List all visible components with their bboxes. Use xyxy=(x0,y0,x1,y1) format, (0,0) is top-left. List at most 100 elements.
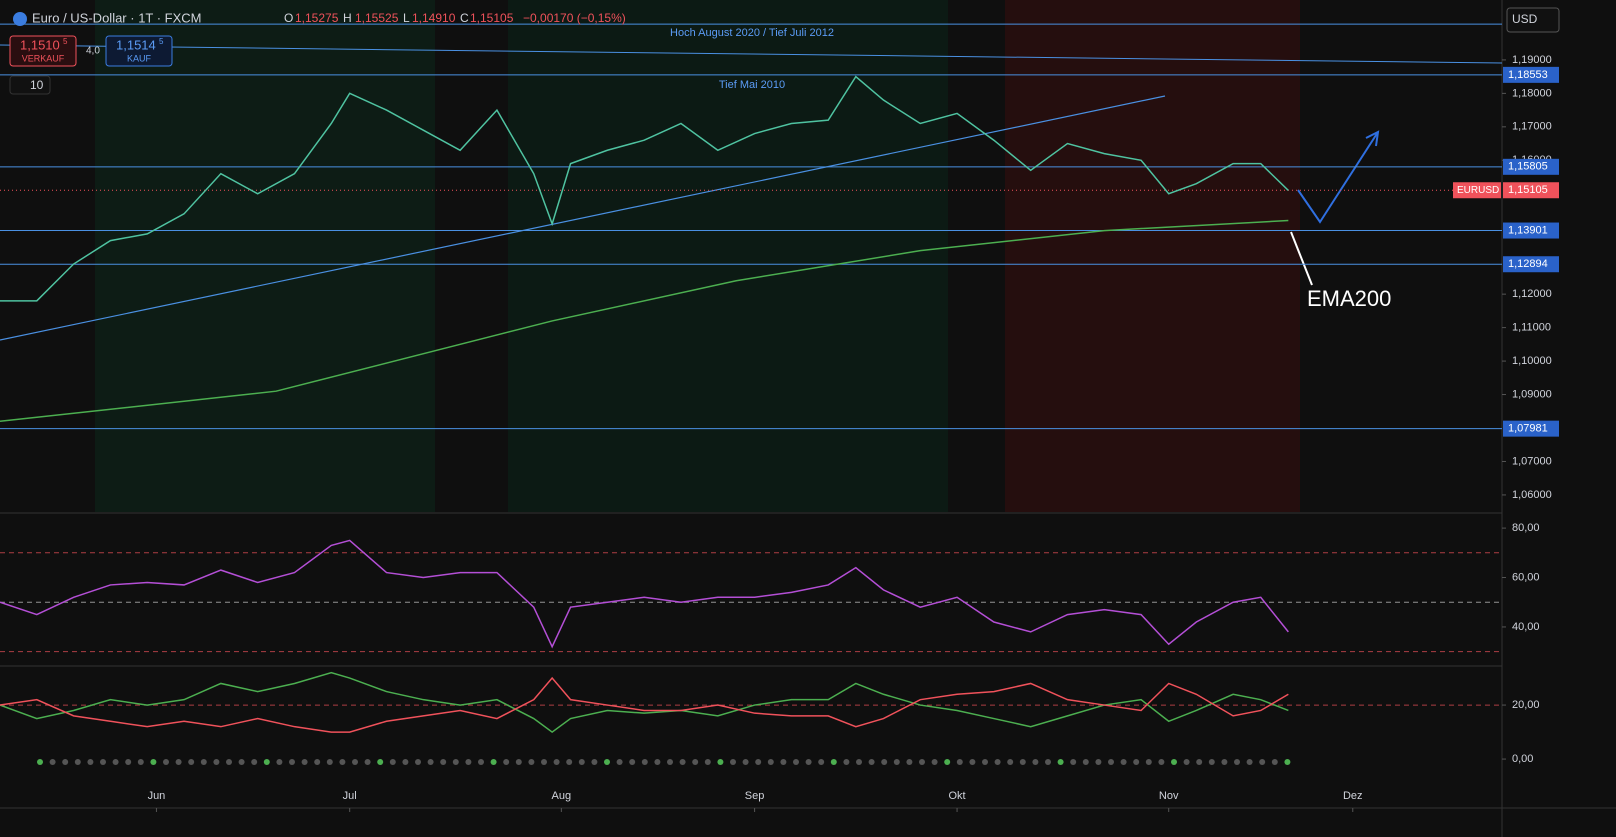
signal-dot xyxy=(49,759,56,765)
y-tick-label: 80,00 xyxy=(1512,522,1540,534)
signal-dot xyxy=(805,759,812,765)
signal-zone xyxy=(508,0,948,512)
spread: 4,0 xyxy=(86,46,100,57)
series-line xyxy=(0,671,1289,734)
signal-dot xyxy=(893,759,900,765)
signal-dot xyxy=(730,759,736,765)
signal-dot xyxy=(868,759,875,765)
annotation: EMA200 xyxy=(1307,286,1391,311)
buy-price-sup[interactable]: 5 xyxy=(159,37,164,46)
sell-price-sup[interactable]: 5 xyxy=(63,37,68,46)
signal-dot xyxy=(1158,759,1165,765)
indicator-toggle[interactable] xyxy=(9,75,51,95)
signal-dot xyxy=(87,759,94,765)
projection-arrow xyxy=(1297,131,1379,224)
signal-dot xyxy=(591,759,598,765)
ohlc-label: L xyxy=(403,11,410,25)
currency[interactable]: USD xyxy=(1512,12,1538,26)
signal-dot xyxy=(326,759,333,765)
signal-dot xyxy=(515,759,522,765)
x-tick-label: Dez xyxy=(1343,790,1363,802)
y-tick-label: 1,06000 xyxy=(1512,489,1552,501)
symbol-title[interactable]: Euro / US-Dollar · 1T · FXCM xyxy=(32,10,202,25)
signal-dot xyxy=(314,759,321,765)
y-tick-label: 1,12000 xyxy=(1512,288,1552,300)
y-tick-label: 0,00 xyxy=(1512,753,1533,765)
y-tick-label: 60,00 xyxy=(1512,571,1540,583)
buy-label[interactable]: KAUF xyxy=(127,53,152,63)
signal-dot xyxy=(1108,759,1114,765)
signal-dot xyxy=(1045,759,1051,765)
arrow-head xyxy=(1365,130,1380,147)
sell-label[interactable]: VERKAUF xyxy=(22,53,65,63)
price-tag xyxy=(1503,256,1559,273)
signal-dot xyxy=(112,759,119,765)
signal-dot xyxy=(1284,759,1291,765)
signal-dot xyxy=(604,759,610,765)
signal-dot xyxy=(541,759,547,765)
signal-dot xyxy=(1259,759,1266,765)
signal-dot xyxy=(944,759,951,765)
price-tag xyxy=(1503,222,1559,239)
signal-dot xyxy=(188,759,195,765)
signal-dot xyxy=(1183,759,1190,765)
signal-dot xyxy=(213,759,220,765)
signal-dot xyxy=(553,759,560,765)
signal-dot xyxy=(440,759,447,765)
symbol-icon[interactable] xyxy=(13,12,27,26)
signal-dot xyxy=(641,759,648,765)
signal-dot xyxy=(578,759,585,765)
signal-dot xyxy=(1095,759,1102,765)
signal-dot xyxy=(339,759,346,765)
signal-dot xyxy=(1120,759,1127,765)
y-tick-label: 20,00 xyxy=(1512,699,1540,711)
signal-dot xyxy=(704,759,711,765)
price-tag xyxy=(1503,420,1559,437)
signal-dot xyxy=(1221,759,1228,765)
signal-dot xyxy=(1070,759,1077,765)
price-tag-label: 1,15105 xyxy=(1508,184,1548,196)
signal-dot xyxy=(125,759,132,765)
signal-zone xyxy=(1005,0,1300,512)
signal-dot xyxy=(692,759,699,765)
signal-dot xyxy=(843,759,850,765)
trend-line xyxy=(0,95,1166,341)
signal-dot xyxy=(503,759,510,765)
buy-price[interactable]: 1,1514 xyxy=(116,37,156,52)
signal-dot xyxy=(881,759,888,765)
sell-price[interactable]: 1,1510 xyxy=(20,37,60,52)
currency-select[interactable] xyxy=(1506,7,1560,33)
sell-button[interactable] xyxy=(9,35,77,67)
signal-dot xyxy=(427,759,434,765)
series-line xyxy=(0,676,1289,733)
signal-dot xyxy=(717,759,724,765)
signal-dot xyxy=(1196,759,1203,765)
signal-dot xyxy=(679,759,686,765)
annotation: Hoch August 2020 / Tief Juli 2012 xyxy=(670,27,834,39)
signal-dot xyxy=(1145,759,1152,765)
buy-button[interactable] xyxy=(105,35,173,67)
signal-dot xyxy=(528,759,535,765)
annotation-arrow xyxy=(1290,231,1313,286)
indicator-count[interactable]: 10 xyxy=(30,78,44,92)
x-tick-label: Nov xyxy=(1159,790,1179,802)
y-tick-label: 1,11000 xyxy=(1512,322,1551,334)
y-tick-label: 1,07000 xyxy=(1512,455,1552,467)
signal-dot xyxy=(238,759,245,765)
signal-dot xyxy=(465,759,472,765)
series-line xyxy=(0,219,1289,423)
ohlc-label: C xyxy=(460,11,469,25)
signal-dot xyxy=(793,759,799,765)
signal-dot xyxy=(742,759,749,765)
signal-dot xyxy=(200,759,207,765)
y-tick-label: 1,09000 xyxy=(1512,388,1552,400)
signal-dot xyxy=(175,759,182,765)
signal-dot xyxy=(856,759,862,765)
price-tag xyxy=(1503,66,1559,83)
signal-dot xyxy=(452,759,459,765)
signal-dot xyxy=(654,759,661,765)
signal-dot xyxy=(137,759,144,765)
signal-dot xyxy=(667,759,673,765)
ohlc-value: 1,14910 xyxy=(412,11,456,25)
